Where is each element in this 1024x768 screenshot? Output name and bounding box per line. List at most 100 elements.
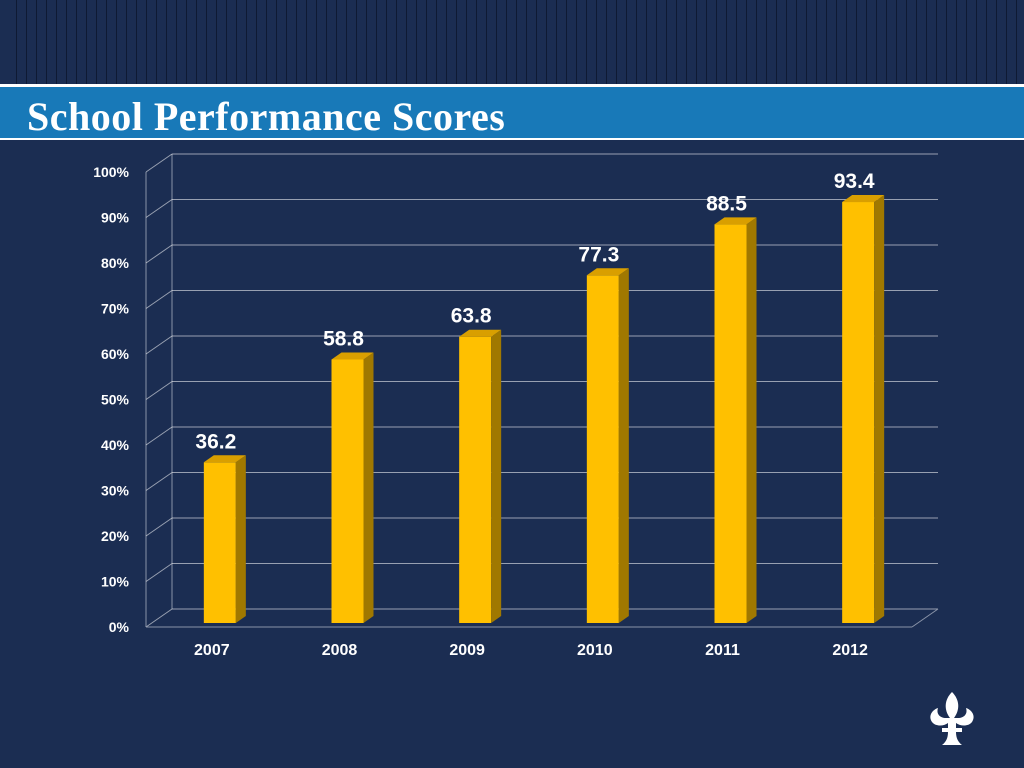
- header-stripe: [346, 0, 347, 84]
- header-stripe: [656, 0, 657, 84]
- header-stripe: [906, 0, 907, 84]
- y-tick-label: 90%: [101, 210, 130, 226]
- header-stripe: [836, 0, 837, 84]
- header-stripe: [236, 0, 237, 84]
- header-stripe: [1016, 0, 1017, 84]
- gridline-diagonal: [145, 290, 173, 309]
- y-tick-label: 100%: [93, 164, 129, 180]
- bar-side: [491, 329, 502, 623]
- bar-front: [586, 275, 619, 623]
- bar-front: [714, 224, 747, 623]
- header-stripe: [576, 0, 577, 84]
- bar-top: [331, 352, 374, 360]
- data-label: 88.5: [706, 192, 747, 215]
- header-stripe: [136, 0, 137, 84]
- header-stripe: [36, 0, 37, 84]
- header-stripe: [506, 0, 507, 84]
- bar-front: [842, 202, 875, 623]
- header-stripe: [706, 0, 707, 84]
- header-stripe: [186, 0, 187, 84]
- bar-top: [714, 217, 757, 225]
- header-stripe: [586, 0, 587, 84]
- header-stripe: [496, 0, 497, 84]
- header-stripe: [176, 0, 177, 84]
- header-stripe: [816, 0, 817, 84]
- header-stripe: [376, 0, 377, 84]
- chart-grid: [145, 153, 939, 628]
- header-stripe: [266, 0, 267, 84]
- gridline-diagonal: [145, 472, 173, 491]
- title-bar: School Performance Scores: [0, 84, 1024, 140]
- gridline-diagonal: [145, 608, 173, 628]
- header-stripe: [106, 0, 107, 84]
- gridline-diagonal: [145, 563, 173, 582]
- header-stripe: [116, 0, 117, 84]
- header-stripe: [386, 0, 387, 84]
- header-stripe: [196, 0, 197, 84]
- bar-2011: [714, 217, 757, 623]
- header-stripe: [746, 0, 747, 84]
- y-tick-label: 60%: [101, 346, 130, 362]
- bar-2009: [459, 329, 502, 623]
- x-tick-label: 2010: [577, 642, 613, 659]
- header-stripe: [276, 0, 277, 84]
- data-label: 93.4: [834, 170, 875, 193]
- header-stripe: [356, 0, 357, 84]
- gridline-diagonal: [145, 244, 173, 264]
- header-stripe: [866, 0, 867, 84]
- header-stripe: [446, 0, 447, 84]
- bar-top: [203, 455, 246, 463]
- y-tick-label: 20%: [101, 528, 130, 544]
- header-stripe: [456, 0, 457, 84]
- header-stripe: [666, 0, 667, 84]
- header-stripe: [856, 0, 857, 84]
- header-stripe: [946, 0, 947, 84]
- bar-side: [746, 217, 757, 623]
- header-stripe: [716, 0, 717, 84]
- header-stripe: [76, 0, 77, 84]
- header-stripe: [566, 0, 567, 84]
- header-stripe: [416, 0, 417, 84]
- header-stripe: [696, 0, 697, 84]
- header-stripe: [256, 0, 257, 84]
- header-stripe: [146, 0, 147, 84]
- gridline-diagonal: [145, 517, 173, 537]
- header-stripe: [516, 0, 517, 84]
- bar-front: [331, 359, 364, 623]
- header-stripe: [936, 0, 937, 84]
- header-stripe: [896, 0, 897, 84]
- bar-2012: [842, 195, 885, 623]
- header-stripe: [406, 0, 407, 84]
- header-stripe: [786, 0, 787, 84]
- bar-top: [842, 195, 885, 203]
- header-stripe: [766, 0, 767, 84]
- header-stripe: [1006, 0, 1007, 84]
- header-band: [0, 0, 1024, 84]
- header-stripe: [86, 0, 87, 84]
- header-stripe: [216, 0, 217, 84]
- gridline-diagonal: [145, 199, 173, 218]
- header-stripe: [606, 0, 607, 84]
- x-tick-label: 2008: [322, 642, 358, 659]
- header-stripe: [686, 0, 687, 84]
- x-tick-label: 2007: [194, 642, 230, 659]
- header-stripe: [96, 0, 97, 84]
- header-stripe: [776, 0, 777, 84]
- y-tick-label: 10%: [101, 574, 130, 590]
- header-stripe: [286, 0, 287, 84]
- header-stripe: [536, 0, 537, 84]
- header-stripe: [16, 0, 17, 84]
- header-stripe: [806, 0, 807, 84]
- page-title: School Performance Scores: [27, 94, 506, 139]
- header-stripe: [396, 0, 397, 84]
- x-axis-ticks: 2007 2008 2009 2010 2011 2012: [194, 642, 868, 659]
- header-stripe: [676, 0, 677, 84]
- header-stripe: [996, 0, 997, 84]
- bar-front: [459, 336, 492, 623]
- bar-front: [203, 462, 236, 623]
- header-stripe: [926, 0, 927, 84]
- header-stripe: [846, 0, 847, 84]
- header-stripe: [476, 0, 477, 84]
- header-stripe: [736, 0, 737, 84]
- header-stripe: [526, 0, 527, 84]
